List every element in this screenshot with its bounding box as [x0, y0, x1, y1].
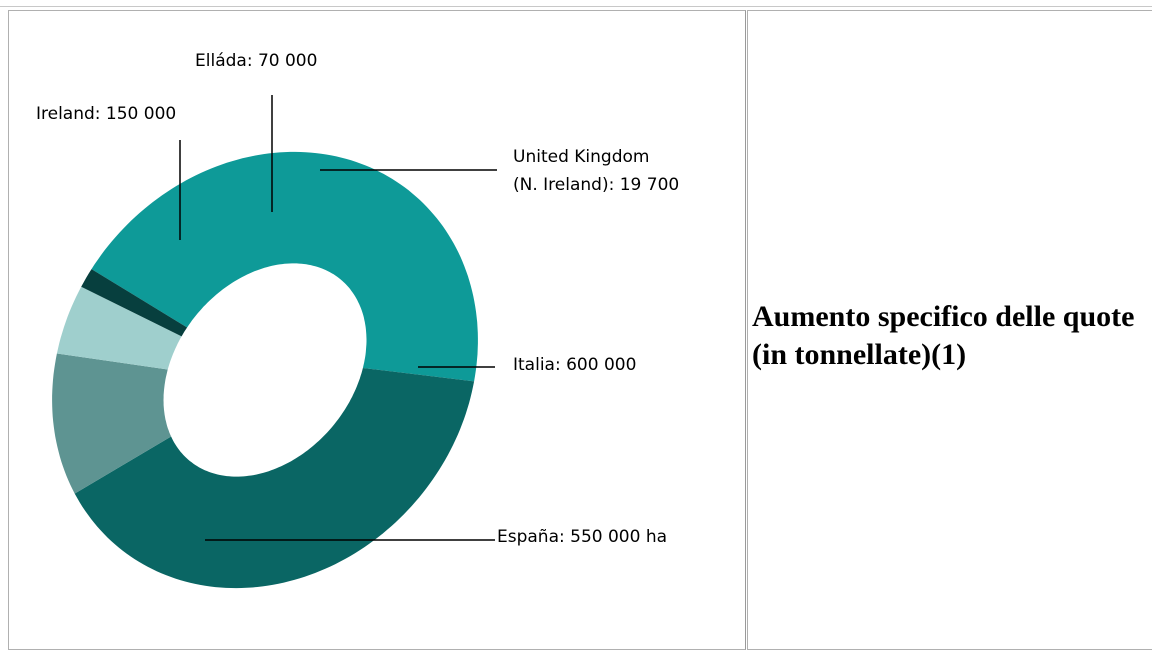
data-label: Ireland: 150 000	[36, 104, 176, 124]
chart-title: Aumento specifico delle quote (in tonnel…	[752, 300, 1135, 371]
slice-italia	[91, 151, 478, 382]
donut-chart: Italia: 600 000 España: 550 000 ha Ireland…	[36, 51, 679, 589]
data-label: (N. Ireland): 19 700	[513, 175, 679, 195]
data-label: United Kingdom	[513, 147, 649, 167]
figure-frame: Italia: 600 000 España: 550 000 ha Ireland…	[0, 6, 1152, 650]
slice-ell-da	[56, 286, 182, 370]
slice-ireland	[52, 353, 172, 494]
slice-espa-a	[74, 368, 475, 589]
data-label: Italia: 600 000	[513, 355, 636, 375]
top-border	[0, 6, 1152, 7]
data-label: Elláda: 70 000	[195, 51, 317, 71]
slice-united-kingdom-n-ireland	[81, 269, 188, 337]
data-label: España: 550 000 ha	[497, 527, 667, 547]
